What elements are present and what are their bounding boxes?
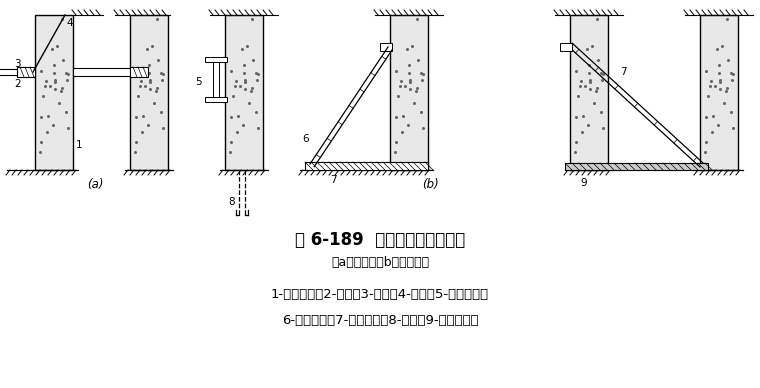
Text: 3: 3 xyxy=(14,59,21,69)
Text: 1: 1 xyxy=(76,140,83,150)
Text: 2: 2 xyxy=(14,79,21,89)
Text: 1-水泥土墙；2-围檩；3-对撑；4-吊索；5-支承型钢；: 1-水泥土墙；2-围檩；3-对撑；4-吊索；5-支承型钢； xyxy=(271,289,489,301)
Text: 6-竖向斜撑；7-铺地型钢；8-板桩；9-混凝土垫层: 6-竖向斜撑；7-铺地型钢；8-板桩；9-混凝土垫层 xyxy=(282,314,478,326)
Bar xyxy=(73,68,130,76)
Text: 4: 4 xyxy=(66,18,73,28)
Bar xyxy=(565,163,708,170)
Bar xyxy=(213,62,219,97)
Text: 9: 9 xyxy=(580,178,587,188)
Text: (b): (b) xyxy=(422,178,439,191)
Text: 7: 7 xyxy=(620,67,627,77)
Text: 5: 5 xyxy=(195,77,201,87)
Bar xyxy=(305,162,428,170)
Bar xyxy=(700,15,738,170)
Text: （a）对撑；（b）竖向斜撑: （a）对撑；（b）竖向斜撑 xyxy=(331,256,429,270)
Bar xyxy=(0,69,17,75)
Bar xyxy=(17,67,35,77)
Bar xyxy=(225,15,263,170)
Bar xyxy=(380,43,392,51)
Text: 6: 6 xyxy=(302,134,309,144)
Bar xyxy=(560,43,572,51)
Text: (a): (a) xyxy=(87,178,103,191)
Text: 8: 8 xyxy=(228,197,235,207)
Bar xyxy=(390,15,428,170)
Bar xyxy=(570,15,608,170)
Bar xyxy=(205,57,227,62)
Bar xyxy=(130,67,148,77)
Bar xyxy=(35,15,73,170)
Text: 图 6-189  水泥土墙加临时支撑: 图 6-189 水泥土墙加临时支撑 xyxy=(295,231,465,249)
Bar xyxy=(130,15,168,170)
Bar xyxy=(205,97,227,102)
Text: 7: 7 xyxy=(330,175,337,185)
